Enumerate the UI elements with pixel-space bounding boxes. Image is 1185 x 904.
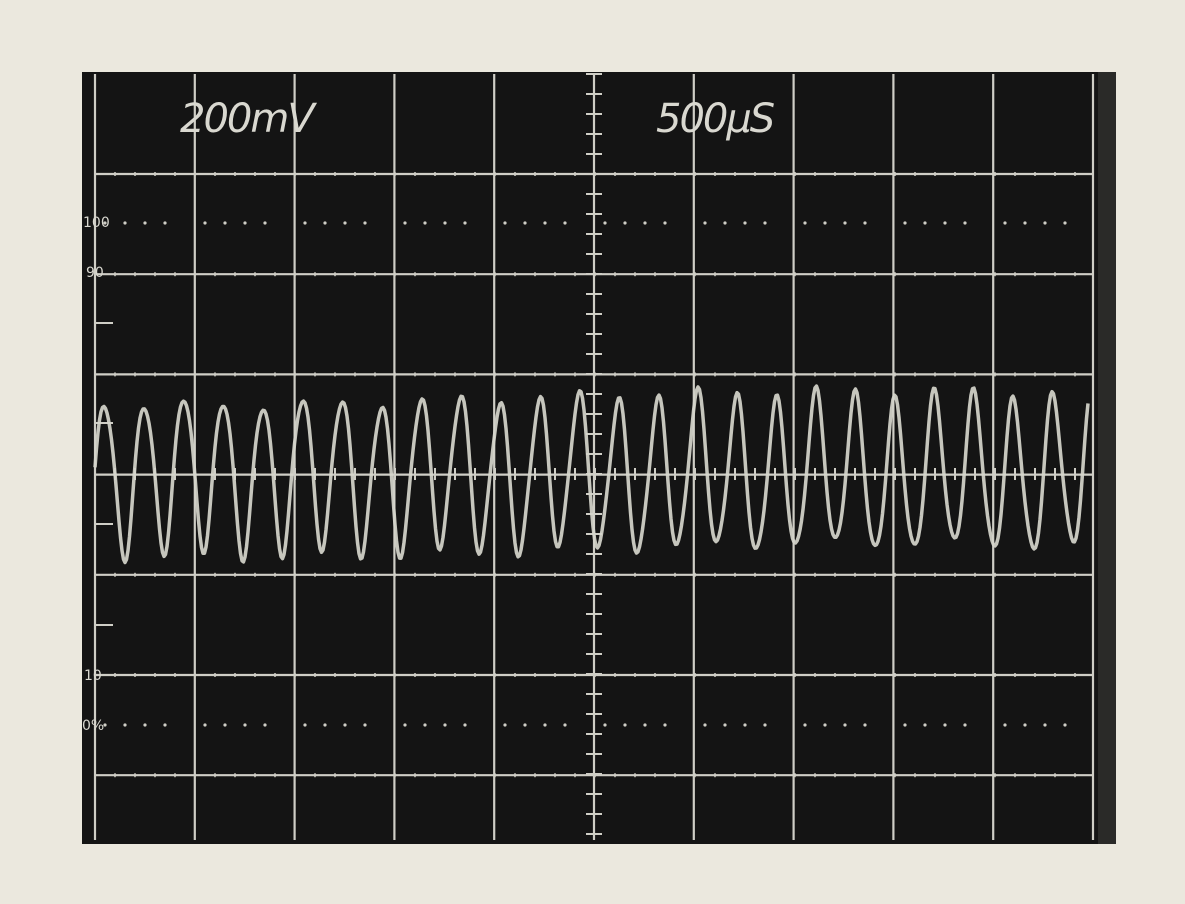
dotted-line: [663, 723, 666, 726]
dotted-line: [243, 723, 246, 726]
dotted-line: [323, 221, 326, 224]
dotted-line: [123, 723, 126, 726]
dotted-line: [503, 723, 506, 726]
crt-screen: [82, 72, 1116, 844]
dotted-line: [403, 723, 406, 726]
dotted-line: [743, 221, 746, 224]
dotted-line: [863, 221, 866, 224]
dotted-line: [1063, 221, 1066, 224]
dotted-line: [743, 723, 746, 726]
oscilloscope-photo: 200mV 500µS 100 90 10 0%: [0, 0, 1185, 904]
dotted-line: [643, 723, 646, 726]
time-per-div: 500µS: [656, 96, 775, 142]
dotted-line: [363, 221, 366, 224]
dotted-line: [1003, 723, 1006, 726]
dotted-line: [803, 723, 806, 726]
dotted-line: [303, 221, 306, 224]
dotted-line: [843, 723, 846, 726]
dotted-line: [403, 221, 406, 224]
dotted-line: [223, 221, 226, 224]
dotted-line: [123, 221, 126, 224]
dotted-line: [463, 221, 466, 224]
dotted-line: [703, 723, 706, 726]
scale-mark: 100: [83, 215, 110, 231]
dotted-line: [543, 723, 546, 726]
dotted-line: [763, 723, 766, 726]
dotted-line: [543, 221, 546, 224]
dotted-line: [1023, 723, 1026, 726]
dotted-line: [243, 221, 246, 224]
dotted-line: [623, 221, 626, 224]
scale-mark: 10: [84, 668, 102, 684]
dotted-line: [963, 221, 966, 224]
dotted-line: [1043, 221, 1046, 224]
dotted-line: [643, 221, 646, 224]
dotted-line: [423, 221, 426, 224]
dotted-line: [623, 723, 626, 726]
dotted-line: [163, 723, 166, 726]
dotted-line: [903, 723, 906, 726]
scale-mark: 90: [86, 265, 104, 281]
dotted-line: [223, 723, 226, 726]
dotted-line: [823, 723, 826, 726]
dotted-line: [563, 723, 566, 726]
dotted-line: [503, 221, 506, 224]
dotted-line: [523, 723, 526, 726]
dotted-line: [343, 221, 346, 224]
dotted-line: [323, 723, 326, 726]
dotted-line: [763, 221, 766, 224]
dotted-line: [803, 221, 806, 224]
dotted-line: [443, 723, 446, 726]
dotted-line: [963, 723, 966, 726]
dotted-line: [943, 221, 946, 224]
dotted-line: [1023, 221, 1026, 224]
scale-mark: 0%: [82, 718, 104, 734]
dotted-line: [923, 221, 926, 224]
dotted-line: [443, 221, 446, 224]
dotted-line: [203, 723, 206, 726]
dotted-line: [603, 723, 606, 726]
dotted-line: [563, 221, 566, 224]
dotted-line: [363, 723, 366, 726]
volts-per-div: 200mV: [180, 96, 317, 142]
dotted-line: [143, 221, 146, 224]
dotted-line: [143, 723, 146, 726]
dotted-line: [1003, 221, 1006, 224]
dotted-line: [303, 723, 306, 726]
dotted-line: [463, 723, 466, 726]
dotted-line: [943, 723, 946, 726]
dotted-line: [1043, 723, 1046, 726]
screen-edge: [1098, 72, 1116, 844]
dotted-line: [423, 723, 426, 726]
dotted-line: [343, 723, 346, 726]
dotted-line: [903, 221, 906, 224]
dotted-line: [1063, 723, 1066, 726]
dotted-line: [263, 723, 266, 726]
dotted-line: [923, 723, 926, 726]
dotted-line: [703, 221, 706, 224]
dotted-line: [723, 221, 726, 224]
dotted-line: [163, 221, 166, 224]
dotted-line: [263, 221, 266, 224]
dotted-line: [823, 221, 826, 224]
dotted-line: [863, 723, 866, 726]
dotted-line: [723, 723, 726, 726]
dotted-line: [203, 221, 206, 224]
dotted-line: [603, 221, 606, 224]
dotted-line: [663, 221, 666, 224]
dotted-line: [843, 221, 846, 224]
dotted-line: [523, 221, 526, 224]
